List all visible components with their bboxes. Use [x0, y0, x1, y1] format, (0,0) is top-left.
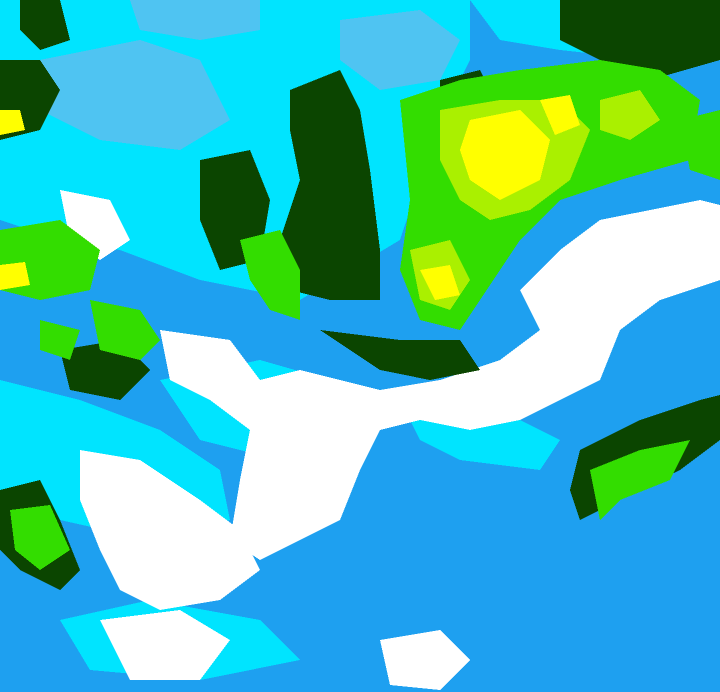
yellow-regions	[0, 95, 580, 300]
light-blue-regions	[40, 0, 460, 150]
white-regions	[60, 190, 720, 690]
